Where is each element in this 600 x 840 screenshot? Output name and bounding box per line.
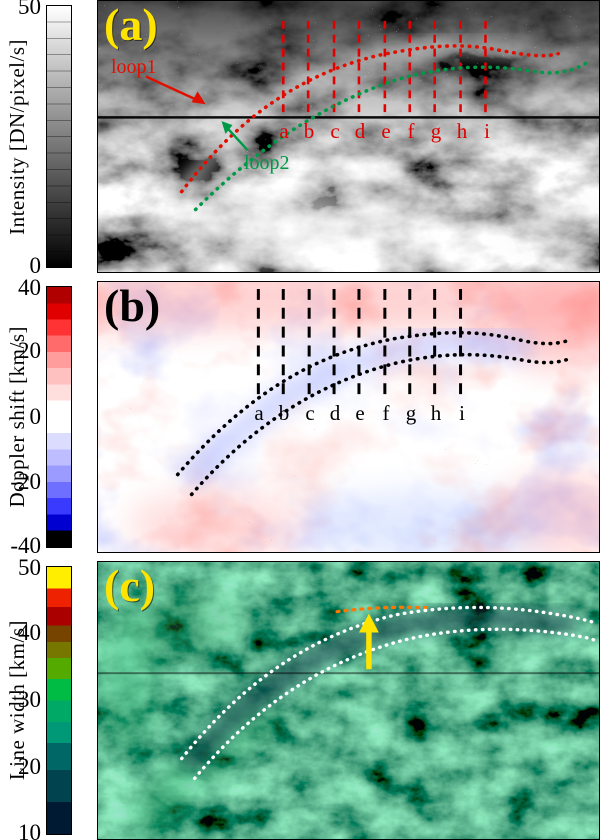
enhanced-width-streak [335, 605, 429, 614]
doppler-tick-0: 0 [29, 404, 42, 430]
horizontal-artifact-line [98, 116, 599, 119]
loop2-label: loop2 [244, 152, 290, 174]
panel-c-letter: (c) [104, 561, 156, 611]
linewidth-tick-30: 30 [18, 687, 41, 713]
slit-label: a [254, 401, 264, 425]
panel-intensity: Intensity [DN/pixel/s] 50 0 [0, 0, 600, 277]
slit-label: g [430, 119, 442, 143]
loop2-dotted-curve [189, 352, 572, 497]
slit-label: f [407, 119, 415, 143]
color-speckles [98, 282, 599, 552]
up-arrow-icon [358, 613, 379, 670]
loop1-dotted-curve [179, 44, 560, 194]
slit-label: b [303, 119, 315, 143]
slit-label: a [279, 119, 289, 143]
slit-label: i [484, 119, 490, 143]
loop1-dotted-curve [175, 330, 570, 477]
loop2-arrow-icon [221, 121, 249, 151]
linewidth-image [98, 562, 599, 839]
loop1-dotted-curve [179, 605, 596, 761]
slit-label: d [329, 401, 341, 425]
doppler-tick-m40: -40 [10, 533, 41, 559]
intensity-tick-max: 50 [18, 0, 41, 20]
doppler-tick-40: 40 [18, 275, 41, 301]
slit-label: e [355, 401, 365, 425]
slit-label: e [381, 119, 391, 143]
doppler-image-frame: (b) a b c d e f g h i [97, 281, 600, 553]
slit-label: f [382, 401, 390, 425]
doppler-colorbar [46, 286, 72, 548]
orange-speckles [98, 562, 599, 839]
slit-label: h [430, 401, 442, 425]
slit-label: c [330, 119, 340, 143]
slit-label: d [354, 119, 366, 143]
intensity-colorbar [46, 5, 72, 268]
loop1-label: loop1 [111, 56, 157, 78]
intensity-image-frame: (a) loop1 loop2 a b c d e f g h i [97, 0, 600, 273]
linewidth-tick-40: 40 [18, 620, 41, 646]
slit-label: i [459, 401, 465, 425]
linewidth-colorbar [46, 566, 72, 835]
horizontal-artifact-line [98, 672, 599, 675]
panel-b-letter: (b) [104, 281, 161, 331]
slit-label: g [405, 401, 417, 425]
slit-label: b [278, 401, 290, 425]
linewidth-image-frame: (c) [97, 561, 600, 840]
doppler-image [98, 282, 599, 552]
intensity-tick-min: 0 [29, 253, 42, 279]
intensity-image [98, 1, 599, 272]
slit-label: c [305, 401, 315, 425]
loop1-arrow-icon [145, 75, 206, 105]
white-speckles [98, 1, 599, 272]
doppler-tick-20: 20 [18, 338, 41, 364]
intensity-axis-label-text: Intensity [DN/pixel/s] [4, 38, 29, 235]
slit-label: h [456, 119, 468, 143]
panel-a-letter: (a) [104, 0, 158, 50]
panel-doppler: Doppler shift [km/s] 40 20 0 -20 -40 [0, 276, 600, 557]
loop2-dotted-curve [193, 58, 592, 212]
linewidth-tick-10: 10 [18, 820, 41, 840]
doppler-tick-m20: -20 [10, 469, 41, 495]
linewidth-tick-20: 20 [18, 754, 41, 780]
intensity-axis-label: Intensity [DN/pixel/s] [0, 0, 34, 273]
linewidth-tick-50: 50 [18, 555, 41, 581]
panel-linewidth: Line width [km/s] 50 40 30 20 10 [0, 556, 600, 840]
